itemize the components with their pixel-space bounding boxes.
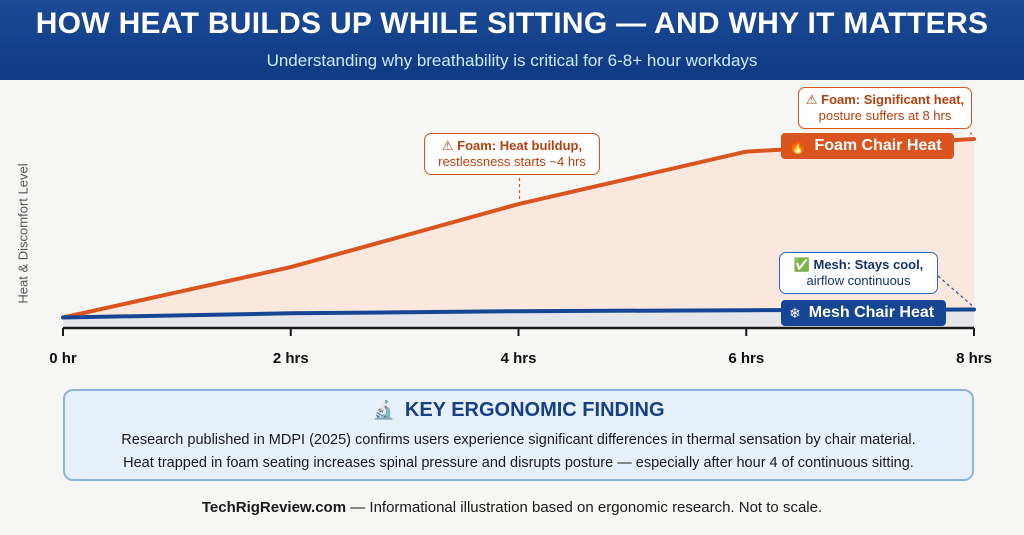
finding-heading: 🔬 KEY ERGONOMIC FINDING <box>372 399 665 421</box>
x-tick-label-4: 4 hrs <box>501 350 537 367</box>
key-finding-box: 🔬 KEY ERGONOMIC FINDING Research publishe… <box>63 389 974 481</box>
heat-chart: 0 hr 2 hrs 4 hrs 6 hrs 8 hrs <box>49 132 992 367</box>
page-subtitle: Understanding why breathability is criti… <box>266 51 758 70</box>
callout-foam-4hrs: ⚠ Foam: Heat buildup, restlessness start… <box>424 133 600 175</box>
flame-icon: 🔥 <box>789 137 807 154</box>
callout-mesh-8hrs: ✅ Mesh: Stays cool, airflow continuous <box>779 252 938 294</box>
legend-mesh-chair-heat: ❄ Mesh Chair Heat <box>781 300 947 326</box>
callout-foam-8hrs: ⚠ Foam: Significant heat, posture suffer… <box>798 87 972 129</box>
header-banner: HOW HEAT BUILDS UP WHILE SITTING — AND W… <box>0 0 1024 80</box>
leader-mesh-8hrs <box>937 275 973 306</box>
area-foam-chair-heat <box>63 139 974 328</box>
x-tick-label-0: 0 hr <box>49 350 77 367</box>
finding-text-line-1: Research published in MDPI (2025) confir… <box>121 432 916 448</box>
x-tick-label-2: 2 hrs <box>273 350 309 367</box>
footer-site: TechRigReview.com <box>201 499 347 516</box>
legend-mesh-label: Mesh Chair Heat <box>808 304 935 321</box>
page-title: HOW HEAT BUILDS UP WHILE SITTING — AND W… <box>35 7 989 40</box>
x-tick-label-6: 6 hrs <box>728 350 764 367</box>
footer-note: — Informational illustration based on er… <box>346 499 823 516</box>
footer-credit: TechRigReview.com — Informational illust… <box>0 499 1024 516</box>
legend-foam-chair-heat: 🔥 Foam Chair Heat <box>781 133 954 159</box>
microscope-icon: 🔬 <box>372 400 395 420</box>
finding-text-line-2: Heat trapped in foam seating increases s… <box>123 455 914 471</box>
x-tick-label-8: 8 hrs <box>956 350 992 367</box>
y-axis-label: Heat & Discomfort Level <box>15 162 31 304</box>
snowflake-icon: ❄ <box>789 304 801 321</box>
legend-foam-label: Foam Chair Heat <box>814 137 942 154</box>
